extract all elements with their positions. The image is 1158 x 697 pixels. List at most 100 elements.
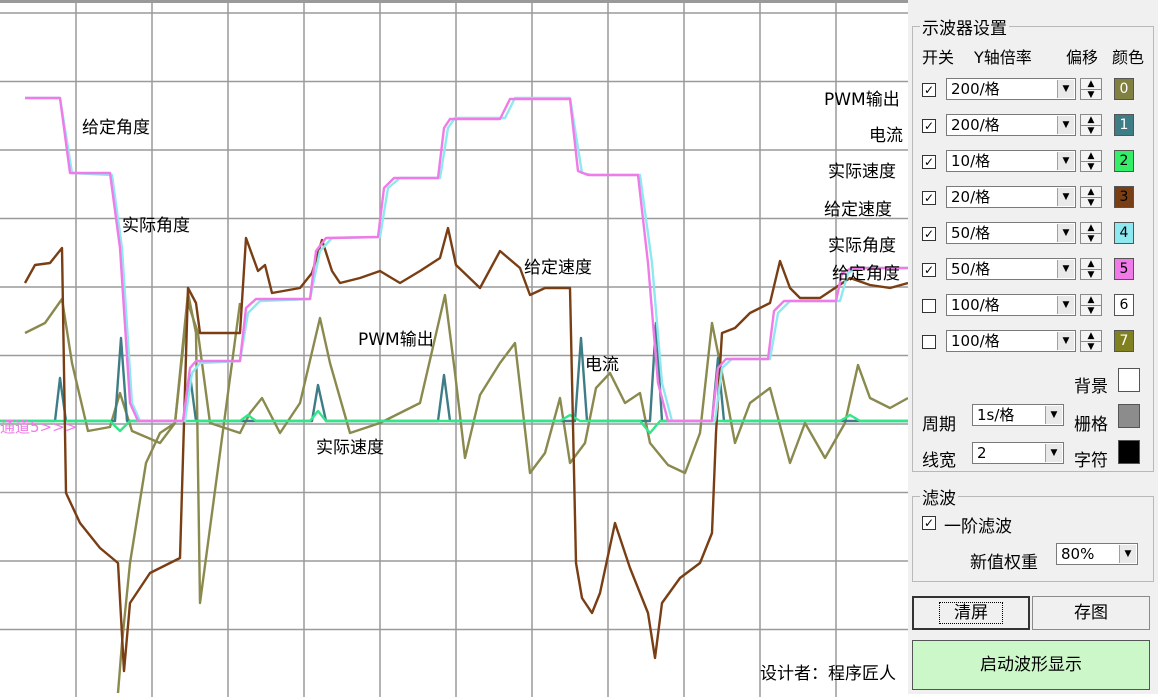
spin-down-icon[interactable]: ▼ <box>1087 342 1095 352</box>
channel-row: ✓ 200/格 ▼ ▲ ▼ 0 <box>908 76 1158 104</box>
spin-down-icon[interactable]: ▼ <box>1087 198 1095 208</box>
channel-offset-spinner[interactable]: ▲ ▼ <box>1080 330 1102 352</box>
trace-set-angle <box>25 96 908 423</box>
channel-offset-spinner[interactable]: ▲ ▼ <box>1080 222 1102 244</box>
channel-offset-spinner[interactable]: ▲ ▼ <box>1080 78 1102 100</box>
save-image-label: 存图 <box>1074 603 1108 623</box>
channel-offset-spinner[interactable]: ▲ ▼ <box>1080 186 1102 208</box>
trace-name-pwm: PWM输出 <box>824 90 900 110</box>
trace-set-speed <box>23 226 908 673</box>
channel-color-swatch[interactable]: 2 <box>1114 150 1134 172</box>
channel-scale-select[interactable]: 100/格 ▼ <box>946 330 1076 352</box>
scope-settings-group <box>912 26 1154 472</box>
spin-down-icon[interactable]: ▼ <box>1087 126 1095 136</box>
channel-enable-checkbox[interactable] <box>922 335 936 349</box>
chevron-down-icon[interactable]: ▼ <box>1057 296 1074 314</box>
channel-enable-checkbox[interactable]: ✓ <box>922 83 936 97</box>
channel-row: 100/格 ▼ ▲ ▼ 6 <box>908 292 1158 320</box>
background-label: 背景 <box>1074 377 1108 397</box>
spin-up-icon[interactable]: ▲ <box>1081 295 1101 306</box>
background-color-swatch[interactable] <box>1118 368 1140 392</box>
weight-value: 80% <box>1061 545 1095 563</box>
channel-scale-select[interactable]: 200/格 ▼ <box>946 114 1076 136</box>
grid-label: 栅格 <box>1074 415 1108 435</box>
channel-offset-spinner[interactable]: ▲ ▼ <box>1080 150 1102 172</box>
label-actual-angle: 实际角度 <box>122 216 190 236</box>
channel-color-swatch[interactable]: 7 <box>1114 330 1134 352</box>
chevron-down-icon[interactable]: ▼ <box>1057 260 1074 278</box>
linewidth-label: 线宽 <box>922 451 956 471</box>
start-display-button[interactable]: 启动波形显示 <box>912 640 1150 690</box>
channel-enable-checkbox[interactable]: ✓ <box>922 155 936 169</box>
chevron-down-icon[interactable]: ▼ <box>1057 224 1074 242</box>
channel-scale-select[interactable]: 10/格 ▼ <box>946 150 1076 172</box>
channel-offset-spinner[interactable]: ▲ ▼ <box>1080 258 1102 280</box>
channel-scale-value: 200/格 <box>951 80 1000 98</box>
trace-pwm-spikes <box>116 291 242 694</box>
spin-down-icon[interactable]: ▼ <box>1087 270 1095 280</box>
channel-offset-spinner[interactable]: ▲ ▼ <box>1080 114 1102 136</box>
channel-color-swatch[interactable]: 1 <box>1114 114 1134 136</box>
spin-up-icon[interactable]: ▲ <box>1081 259 1101 270</box>
channel-color-swatch[interactable]: 4 <box>1114 222 1134 244</box>
channel-row: ✓ 20/格 ▼ ▲ ▼ 3 <box>908 184 1158 212</box>
chevron-down-icon[interactable]: ▼ <box>1119 545 1136 563</box>
channel-scale-value: 50/格 <box>951 224 991 242</box>
save-image-button[interactable]: 存图 <box>1032 596 1150 630</box>
filter-checkbox[interactable]: ✓ <box>922 516 936 530</box>
channel-row: 100/格 ▼ ▲ ▼ 7 <box>908 328 1158 356</box>
trace-name-current: 电流 <box>869 126 903 146</box>
channel-row: ✓ 50/格 ▼ ▲ ▼ 5 <box>908 256 1158 284</box>
channel-color-swatch[interactable]: 5 <box>1114 258 1134 280</box>
chevron-down-icon[interactable]: ▼ <box>1057 80 1074 98</box>
channel-scale-select[interactable]: 200/格 ▼ <box>946 78 1076 100</box>
char-color-swatch[interactable] <box>1118 440 1140 464</box>
channel-scale-select[interactable]: 50/格 ▼ <box>946 258 1076 280</box>
channel-scale-select[interactable]: 20/格 ▼ <box>946 186 1076 208</box>
channel-offset-spinner[interactable]: ▲ ▼ <box>1080 294 1102 316</box>
spin-down-icon[interactable]: ▼ <box>1087 162 1095 172</box>
period-select[interactable]: 1s/格 ▼ <box>972 404 1064 426</box>
clear-screen-button[interactable]: 清屏 <box>912 596 1030 630</box>
label-set-angle: 给定角度 <box>82 118 150 138</box>
spin-down-icon[interactable]: ▼ <box>1087 234 1095 244</box>
chevron-down-icon[interactable]: ▼ <box>1057 116 1074 134</box>
header-offset: 偏移 <box>1066 48 1099 67</box>
channel-row: ✓ 200/格 ▼ ▲ ▼ 1 <box>908 112 1158 140</box>
label-set-speed: 给定速度 <box>524 258 592 278</box>
channel-enable-checkbox[interactable]: ✓ <box>922 263 936 277</box>
spin-down-icon[interactable]: ▼ <box>1087 306 1095 316</box>
weight-label: 新值权重 <box>970 553 1038 573</box>
spin-down-icon[interactable]: ▼ <box>1087 90 1095 100</box>
grid-color-swatch[interactable] <box>1118 404 1140 428</box>
channel-scale-select[interactable]: 100/格 ▼ <box>946 294 1076 316</box>
channel-enable-checkbox[interactable] <box>922 299 936 313</box>
chevron-down-icon[interactable]: ▼ <box>1057 332 1074 350</box>
channel-scale-select[interactable]: 50/格 ▼ <box>946 222 1076 244</box>
spin-up-icon[interactable]: ▲ <box>1081 79 1101 90</box>
channel-color-swatch[interactable]: 0 <box>1114 78 1134 100</box>
channel-enable-checkbox[interactable]: ✓ <box>922 119 936 133</box>
spin-up-icon[interactable]: ▲ <box>1081 151 1101 162</box>
settings-panel: 示波器设置 开关 Y轴倍率 偏移 颜色 ✓ 200/格 ▼ ▲ ▼ 0 ✓ 200/格 ▼ ▲ ▼ 1… <box>908 0 1158 694</box>
channel-enable-checkbox[interactable]: ✓ <box>922 227 936 241</box>
channel-color-swatch[interactable]: 6 <box>1114 294 1134 316</box>
channel-color-swatch[interactable]: 3 <box>1114 186 1134 208</box>
linewidth-select[interactable]: 2 ▼ <box>972 442 1064 464</box>
spin-up-icon[interactable]: ▲ <box>1081 331 1101 342</box>
label-current: 电流 <box>585 355 619 375</box>
designer-credit: 设计者：程序匠人 <box>760 664 896 684</box>
chevron-down-icon[interactable]: ▼ <box>1045 406 1062 424</box>
period-label: 周期 <box>922 415 956 435</box>
spin-up-icon[interactable]: ▲ <box>1081 187 1101 198</box>
filter-label: 一阶滤波 <box>944 517 1012 537</box>
channel-enable-checkbox[interactable]: ✓ <box>922 191 936 205</box>
label-actual-speed: 实际速度 <box>316 438 384 458</box>
spin-up-icon[interactable]: ▲ <box>1081 115 1101 126</box>
spin-up-icon[interactable]: ▲ <box>1081 223 1101 234</box>
weight-select[interactable]: 80% ▼ <box>1056 543 1138 565</box>
chevron-down-icon[interactable]: ▼ <box>1045 444 1062 462</box>
label-pwm: PWM输出 <box>358 330 434 350</box>
chevron-down-icon[interactable]: ▼ <box>1057 152 1074 170</box>
chevron-down-icon[interactable]: ▼ <box>1057 188 1074 206</box>
